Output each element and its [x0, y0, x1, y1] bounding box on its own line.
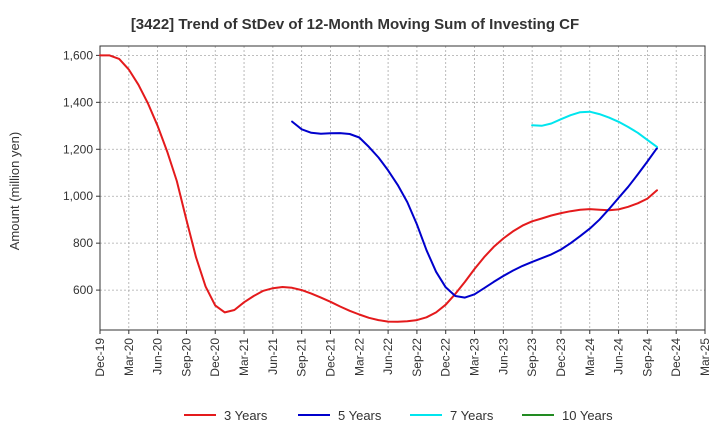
legend: 3 Years 5 Years 7 Years 10 Years	[184, 408, 613, 423]
series-line-5-years	[291, 120, 658, 299]
x-tick-label: Jun-22	[381, 338, 395, 375]
series-line-7-years	[531, 110, 658, 148]
x-tick-label: Jun-20	[151, 338, 165, 375]
chart-title: [3422] Trend of StDev of 12-Month Moving…	[131, 16, 579, 33]
x-tick-label: Dec-23	[554, 338, 568, 377]
x-tick-label: Mar-25	[698, 338, 712, 376]
x-tick-label: Jun-23	[496, 338, 510, 375]
legend-label: 7 Years	[450, 408, 494, 423]
y-tick-label: 1,200	[63, 142, 93, 156]
legend-label: 3 Years	[224, 408, 268, 423]
x-tick-label: Dec-21	[323, 338, 337, 377]
grid	[99, 46, 706, 330]
series-lines	[99, 54, 658, 323]
x-tick-label: Mar-22	[352, 338, 366, 376]
y-tick-label: 800	[73, 236, 93, 250]
series-line-3-years	[99, 54, 658, 323]
legend-label: 5 Years	[338, 408, 382, 423]
y-axis: 600 800 1,000 1,200 1,400 1,600	[63, 48, 100, 297]
x-tick-label: Jun-24	[612, 338, 626, 375]
x-tick-label: Sep-20	[179, 338, 193, 377]
x-axis: Dec-19 Mar-20 Jun-20 Sep-20 Dec-20 Mar-21 Jun-…	[93, 330, 712, 377]
y-tick-label: 1,400	[63, 95, 93, 109]
legend-label: 10 Years	[562, 408, 613, 423]
x-tick-label: Sep-21	[295, 338, 309, 377]
x-tick-label: Mar-24	[583, 338, 597, 376]
x-tick-label: Sep-24	[640, 338, 654, 377]
y-tick-label: 1,600	[63, 48, 93, 62]
x-tick-label: Mar-23	[468, 338, 482, 376]
x-tick-label: Mar-21	[237, 338, 251, 376]
x-tick-label: Jun-21	[266, 338, 280, 375]
x-tick-label: Sep-22	[410, 338, 424, 377]
x-tick-label: Dec-22	[439, 338, 453, 377]
y-axis-label: Amount (million yen)	[7, 132, 22, 251]
x-tick-label: Mar-20	[122, 338, 136, 376]
y-tick-label: 1,000	[63, 189, 93, 203]
plot-area	[99, 45, 706, 331]
x-tick-label: Sep-23	[525, 338, 539, 377]
x-tick-label: Dec-19	[93, 338, 107, 377]
y-tick-label: 600	[73, 283, 93, 297]
x-tick-label: Dec-24	[669, 338, 683, 377]
x-tick-label: Dec-20	[208, 338, 222, 377]
